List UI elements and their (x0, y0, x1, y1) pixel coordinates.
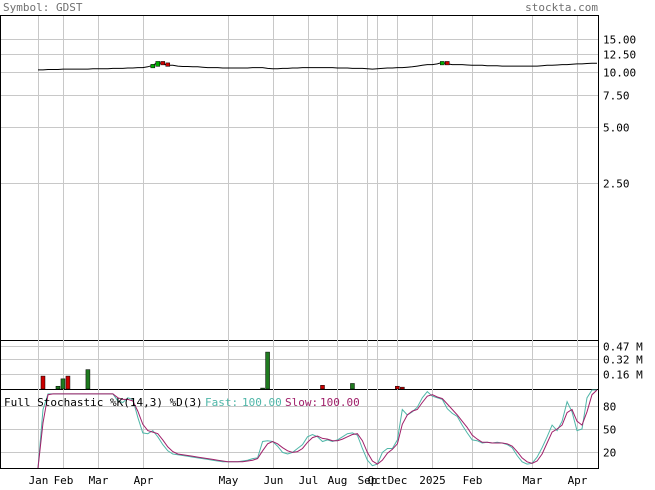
price-panel-frame (0, 15, 599, 341)
month-tick-label: Jun (264, 474, 284, 486)
month-tick-label: Jan (29, 474, 49, 486)
slow-label: Slow: (285, 396, 318, 409)
volume-bar (60, 378, 66, 390)
fast-label: Fast: (205, 396, 238, 409)
volume-bar (55, 385, 61, 390)
grid-lines (1, 16, 598, 468)
stochastic-tick-label: 50 (603, 424, 616, 437)
price-tick-label: 10.00 (603, 67, 636, 80)
volume-bars (40, 351, 405, 390)
month-tick-label: Sep (358, 474, 378, 486)
price-tick-label: 7.50 (603, 90, 630, 103)
month-tick-label: Apr (134, 474, 154, 486)
volume-bar (320, 385, 325, 390)
price-bar (440, 61, 445, 66)
price-tick-label: 2.50 (603, 178, 630, 191)
symbol-label: Symbol: GDST (3, 1, 83, 14)
price-bar (160, 61, 166, 66)
price-tick-label: 12.50 (603, 49, 636, 62)
volume-bar (260, 387, 265, 390)
month-tick-label: Aug (328, 474, 348, 486)
stochastic-tick-label: 20 (603, 447, 616, 460)
price-tick-label: 15.00 (603, 34, 636, 47)
month-tick-label: Mar (89, 474, 109, 486)
month-tick-label: Feb (463, 474, 483, 486)
month-tick-label: Oct (368, 474, 388, 486)
price-close-line (38, 61, 597, 71)
volume-tick-label: 0.47 M (603, 341, 643, 354)
stochastic-slow-line (37, 389, 598, 469)
volume-bar (265, 351, 270, 390)
stochastic-title: Full Stochastic %K(14,3) %D(3) (4, 396, 203, 409)
month-tick-label: Mar (523, 474, 543, 486)
volume-tick-label: 0.32 M (603, 354, 643, 367)
volume-bar (350, 383, 355, 390)
price-tick-label: 5.00 (603, 122, 630, 135)
volume-bar (40, 375, 46, 390)
price-bar (445, 61, 450, 66)
stochastic-tick-label: 80 (603, 401, 616, 414)
price-bar (165, 62, 171, 67)
volume-bar (65, 375, 71, 390)
volume-bar (400, 386, 405, 390)
month-tick-label: Apr (568, 474, 588, 486)
month-tick-label: Dec (388, 474, 408, 486)
volume-bar (85, 369, 91, 390)
month-tick-label: 2025 (419, 474, 446, 486)
site-name[interactable]: stockta.com (525, 1, 598, 14)
slow-value: 100.00 (320, 396, 360, 409)
price-bar (150, 64, 156, 69)
fast-value: 100.00 (242, 396, 282, 409)
price-series (38, 61, 597, 71)
month-tick-label: Feb (54, 474, 74, 486)
month-tick-label: Jul (299, 474, 319, 486)
stochastic-series (37, 389, 598, 469)
volume-tick-label: 0.16 M (603, 369, 643, 382)
price-bar (155, 61, 161, 67)
month-tick-label: May (219, 474, 239, 486)
volume-panel-frame (0, 340, 599, 390)
volume-bar (395, 385, 400, 390)
